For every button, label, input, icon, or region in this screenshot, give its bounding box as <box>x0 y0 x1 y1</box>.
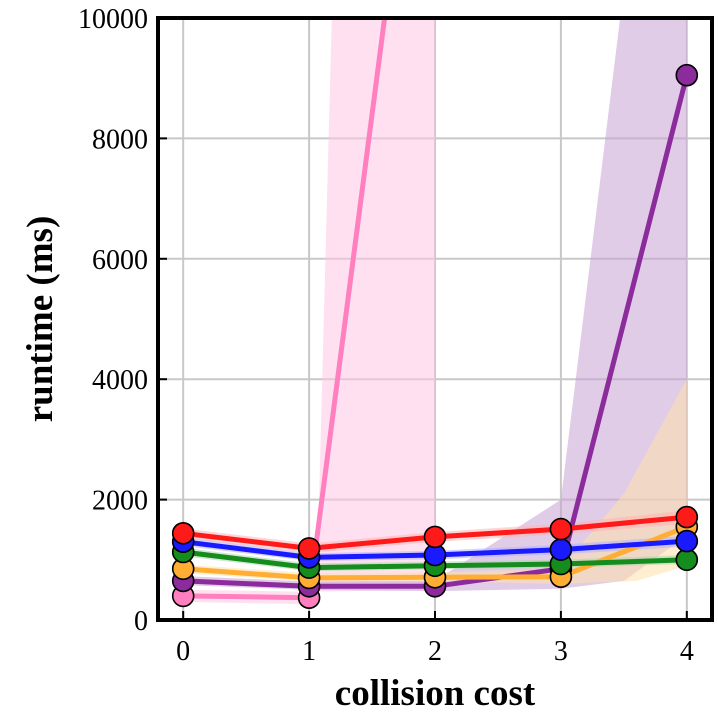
band-pink <box>183 18 435 605</box>
point-red-0 <box>171 521 195 545</box>
x-tick-label: 1 <box>302 636 316 667</box>
point-blue-4 <box>675 529 699 553</box>
y-tick-label: 2000 <box>92 486 148 517</box>
x-axis-title: collision cost <box>335 673 536 714</box>
y-tick-label: 6000 <box>92 245 148 276</box>
y-tick-label: 10000 <box>78 4 148 35</box>
y-tick-label: 0 <box>134 606 148 637</box>
y-tick-label: 8000 <box>92 124 148 155</box>
point-green-4 <box>675 548 699 572</box>
point-blue-3 <box>549 538 573 561</box>
x-tick-label: 3 <box>554 636 568 667</box>
series-markers <box>171 63 699 610</box>
y-tick-label: 4000 <box>92 365 148 396</box>
point-red-2 <box>423 525 447 549</box>
y-axis-title: runtime (ms) <box>20 216 61 423</box>
point-red-1 <box>297 537 321 560</box>
axis-ticks: 0 1 2 3 4 0 2000 4000 6000 8000 10000 <box>78 4 694 667</box>
x-tick-label: 2 <box>428 636 442 667</box>
x-tick-label: 0 <box>176 636 190 667</box>
point-red-3 <box>549 517 573 541</box>
x-tick-label: 4 <box>680 636 694 667</box>
point-purple-4 <box>675 63 699 87</box>
band-red <box>183 510 687 554</box>
point-red-4 <box>675 505 699 529</box>
